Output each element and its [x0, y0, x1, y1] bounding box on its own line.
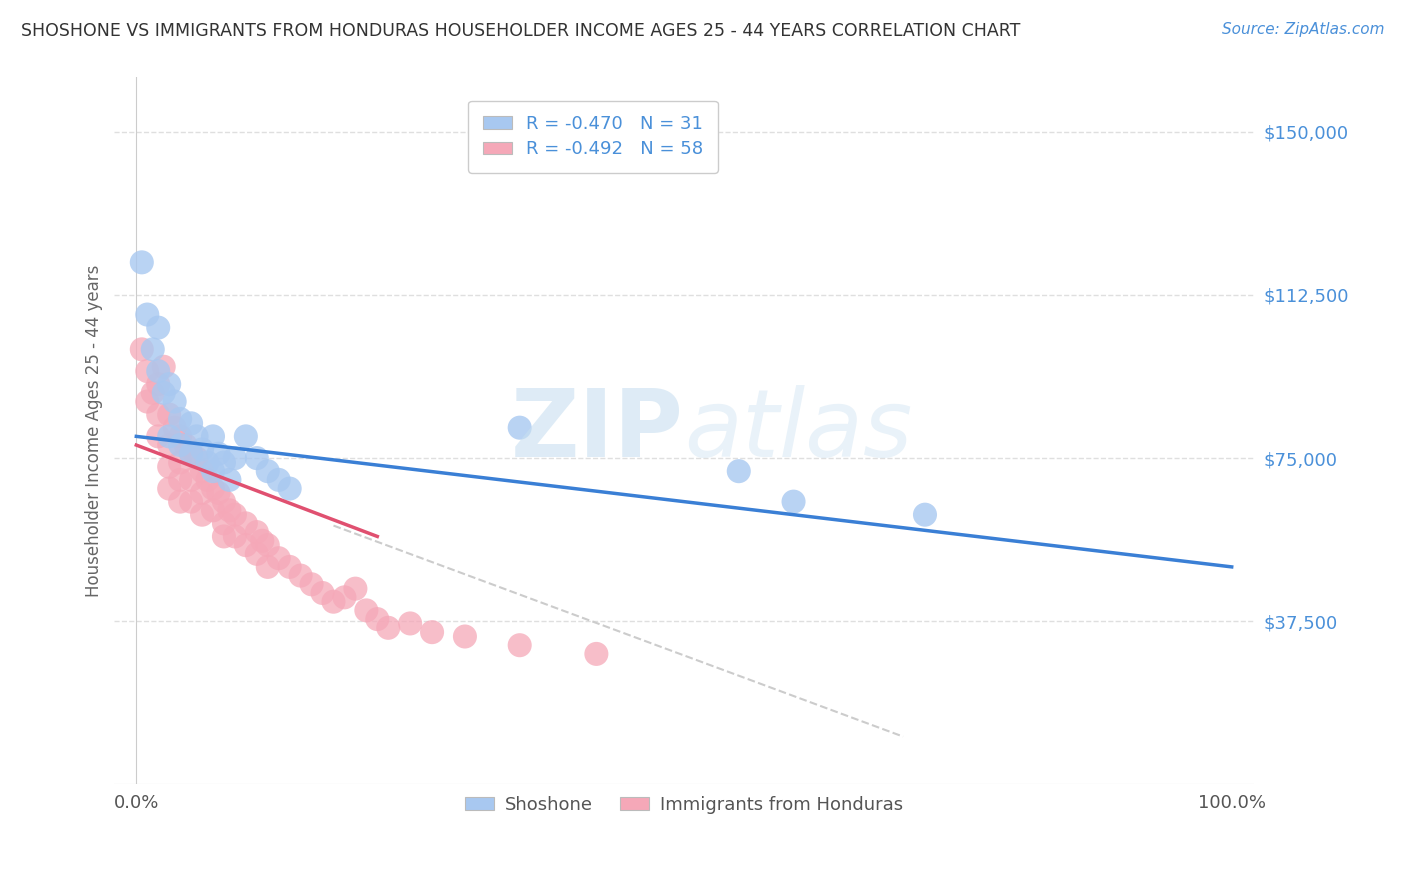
Point [914, 508, 936, 522]
Point [148, 364, 170, 378]
Point [201, 503, 224, 517]
Point [207, 486, 229, 500]
Point [136, 394, 159, 409]
Point [191, 486, 214, 500]
Point [169, 412, 191, 426]
Point [727, 464, 749, 478]
Point [252, 533, 274, 548]
Point [142, 343, 165, 357]
Point [246, 547, 269, 561]
Point [235, 538, 257, 552]
Point [157, 438, 180, 452]
Point [246, 451, 269, 466]
Point [191, 464, 214, 478]
Point [169, 473, 191, 487]
Point [180, 473, 202, 487]
Point [163, 420, 186, 434]
Point [212, 516, 235, 531]
Point [301, 577, 323, 591]
Point [131, 255, 153, 269]
Point [356, 603, 378, 617]
Point [420, 625, 443, 640]
Point [201, 464, 224, 478]
Point [224, 508, 246, 522]
Point [377, 621, 399, 635]
Point [207, 447, 229, 461]
Point [186, 429, 208, 443]
Point [311, 586, 333, 600]
Point [212, 529, 235, 543]
Point [366, 612, 388, 626]
Point [180, 417, 202, 431]
Point [142, 385, 165, 400]
Point [509, 638, 531, 652]
Point [256, 538, 278, 552]
Point [180, 447, 202, 461]
Point [157, 429, 180, 443]
Point [197, 455, 219, 469]
Point [136, 364, 159, 378]
Point [191, 508, 214, 522]
Point [180, 494, 202, 508]
Text: ZIP: ZIP [512, 385, 683, 477]
Point [235, 516, 257, 531]
Point [186, 451, 208, 466]
Point [399, 616, 422, 631]
Y-axis label: Householder Income Ages 25 - 44 years: Householder Income Ages 25 - 44 years [86, 265, 103, 597]
Point [169, 494, 191, 508]
Text: SHOSHONE VS IMMIGRANTS FROM HONDURAS HOUSEHOLDER INCOME AGES 25 - 44 YEARS CORRE: SHOSHONE VS IMMIGRANTS FROM HONDURAS HOU… [21, 22, 1021, 40]
Point [344, 582, 367, 596]
Point [235, 429, 257, 443]
Point [201, 482, 224, 496]
Point [224, 451, 246, 466]
Point [585, 647, 607, 661]
Legend: Shoshone, Immigrants from Honduras: Shoshone, Immigrants from Honduras [454, 785, 914, 825]
Point [333, 591, 356, 605]
Point [454, 630, 477, 644]
Point [152, 359, 174, 374]
Point [148, 377, 170, 392]
Point [201, 429, 224, 443]
Point [218, 473, 240, 487]
Point [148, 320, 170, 334]
Point [157, 482, 180, 496]
Point [131, 343, 153, 357]
Point [148, 429, 170, 443]
Point [148, 408, 170, 422]
Point [191, 442, 214, 457]
Point [256, 560, 278, 574]
Point [290, 568, 312, 582]
Point [224, 529, 246, 543]
Point [174, 438, 197, 452]
Point [267, 473, 290, 487]
Text: atlas: atlas [683, 385, 912, 476]
Point [782, 494, 804, 508]
Point [267, 551, 290, 566]
Point [157, 408, 180, 422]
Point [180, 447, 202, 461]
Point [278, 482, 301, 496]
Point [256, 464, 278, 478]
Point [152, 385, 174, 400]
Point [169, 455, 191, 469]
Point [157, 377, 180, 392]
Point [157, 459, 180, 474]
Point [246, 525, 269, 540]
Point [212, 455, 235, 469]
Point [169, 429, 191, 443]
Point [163, 394, 186, 409]
Point [169, 438, 191, 452]
Point [136, 308, 159, 322]
Point [212, 494, 235, 508]
Point [197, 473, 219, 487]
Point [278, 560, 301, 574]
Point [218, 503, 240, 517]
Point [322, 595, 344, 609]
Text: Source: ZipAtlas.com: Source: ZipAtlas.com [1222, 22, 1385, 37]
Point [509, 420, 531, 434]
